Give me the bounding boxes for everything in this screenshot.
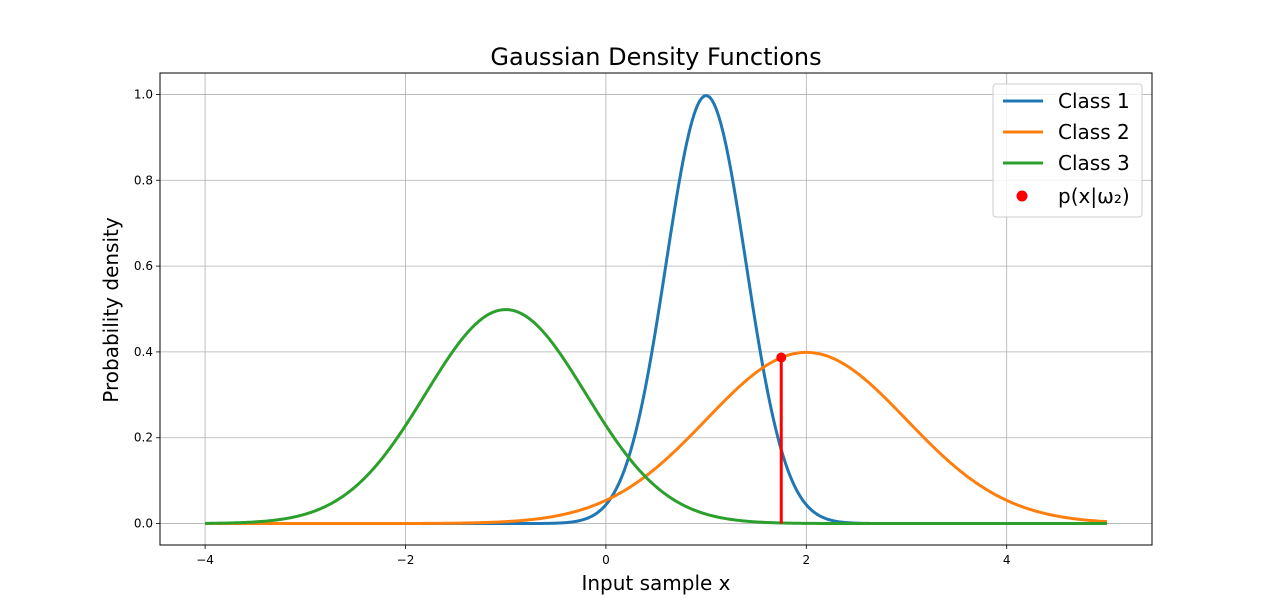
legend: Class 1 Class 2 Class 3 p(x|ω₂) bbox=[992, 83, 1143, 218]
legend-label-marker: p(x|ω₂) bbox=[1058, 184, 1130, 208]
legend-label-class-2: Class 2 bbox=[1058, 120, 1130, 144]
y-tick-label: 0.6 bbox=[134, 259, 153, 273]
marker-group bbox=[776, 352, 787, 524]
plot-frame bbox=[159, 72, 1153, 546]
y-tick-label: 0.8 bbox=[134, 173, 153, 187]
legend-label-class-1: Class 1 bbox=[1058, 89, 1130, 113]
y-tick-label: 0.2 bbox=[134, 431, 153, 445]
x-tick-label: 2 bbox=[802, 553, 810, 567]
x-axis-ticks: −4 −2 0 2 4 bbox=[196, 545, 1011, 567]
chart-title: Gaussian Density Functions bbox=[490, 43, 821, 71]
marker-point bbox=[776, 352, 787, 363]
x-tick-label: −2 bbox=[397, 553, 415, 567]
legend-label-class-3: Class 3 bbox=[1058, 151, 1130, 175]
y-axis-ticks: 0.0 0.2 0.4 0.6 0.8 1.0 bbox=[134, 87, 160, 531]
series-line-class-3 bbox=[205, 308, 1107, 526]
x-tick-label: −4 bbox=[196, 553, 214, 567]
series-lines bbox=[205, 94, 1107, 526]
x-tick-label: 4 bbox=[1003, 553, 1011, 567]
y-tick-label: 0.0 bbox=[134, 517, 153, 531]
y-tick-label: 0.4 bbox=[134, 345, 153, 359]
x-tick-label: 0 bbox=[602, 553, 610, 567]
x-axis-label: Input sample x bbox=[581, 571, 730, 595]
grid bbox=[160, 73, 1152, 545]
y-tick-label: 1.0 bbox=[134, 87, 153, 101]
y-axis-label: Probability density bbox=[99, 217, 123, 403]
legend-marker-swatch bbox=[1016, 190, 1028, 202]
series-line-class-2 bbox=[205, 350, 1107, 526]
legend-box bbox=[992, 83, 1143, 218]
